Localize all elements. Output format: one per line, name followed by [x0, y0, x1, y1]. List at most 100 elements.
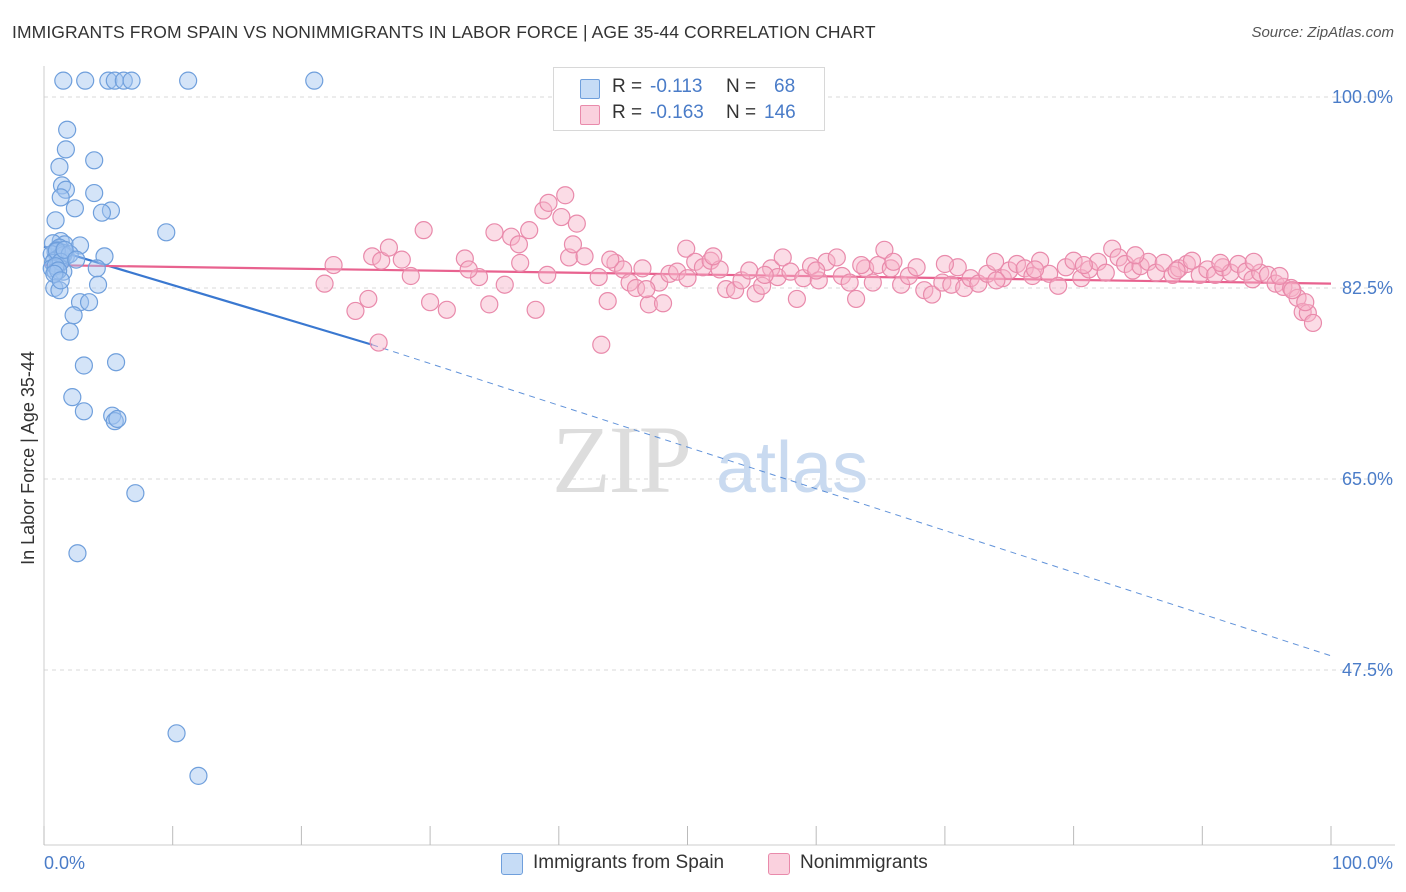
point-nonimmigrants — [987, 271, 1006, 290]
legend-r-value: -0.163 — [650, 102, 704, 123]
point-immigrants-from-spain — [56, 140, 75, 159]
point-immigrants-from-spain — [64, 306, 83, 325]
point-immigrants-from-spain — [99, 71, 118, 90]
watermark-atlas: atlas — [716, 428, 868, 508]
y-tick-label: 65.0% — [1342, 469, 1393, 489]
point-nonimmigrants — [359, 289, 378, 309]
point-nonimmigrants — [437, 300, 456, 319]
point-nonimmigrants — [1182, 251, 1202, 270]
point-immigrants-from-spain — [85, 183, 104, 203]
point-immigrants-from-spain — [167, 724, 186, 743]
point-nonimmigrants — [520, 221, 539, 240]
point-nonimmigrants — [480, 295, 499, 314]
legend-n-label: N = — [726, 76, 757, 97]
point-nonimmigrants — [1096, 263, 1115, 282]
point-nonimmigrants — [592, 335, 611, 354]
point-immigrants-from-spain — [65, 199, 84, 218]
watermark: ZIP atlas — [552, 406, 868, 513]
point-nonimmigrants — [787, 289, 806, 309]
point-immigrants-from-spain — [122, 71, 141, 90]
point-nonimmigrants — [556, 186, 575, 205]
point-nonimmigrants — [363, 247, 382, 266]
point-nonimmigrants — [1229, 254, 1248, 274]
legend-n-value: 146 — [764, 102, 796, 123]
point-nonimmigrants — [379, 238, 399, 257]
point-nonimmigrants — [601, 250, 620, 269]
point-immigrants-from-spain — [74, 402, 93, 421]
trend-line-immigrants-from-spain-extended — [372, 344, 1332, 657]
point-immigrants-from-spain — [126, 484, 145, 503]
point-nonimmigrants — [637, 279, 656, 299]
point-immigrants-from-spain — [63, 388, 82, 407]
point-nonimmigrants — [1206, 265, 1225, 285]
point-immigrants-from-spain — [92, 203, 112, 222]
point-nonimmigrants — [1126, 246, 1145, 265]
bottom-legend-swatch-blue — [501, 853, 523, 875]
bottom-legend-label: Nonimmigrants — [800, 852, 928, 873]
point-immigrants-from-spain — [50, 157, 69, 176]
point-nonimmigrants — [324, 255, 343, 275]
point-nonimmigrants — [1298, 304, 1317, 323]
point-nonimmigrants — [935, 254, 955, 274]
point-nonimmigrants — [740, 261, 759, 280]
point-nonimmigrants — [509, 235, 529, 254]
bottom-legend-label: Immigrants from Spain — [533, 852, 725, 873]
point-nonimmigrants — [485, 223, 504, 242]
legend-r-value: -0.113 — [650, 76, 703, 97]
point-nonimmigrants — [840, 273, 859, 292]
point-nonimmigrants — [1049, 276, 1068, 295]
y-tick-label: 47.5% — [1342, 660, 1393, 680]
point-nonimmigrants — [907, 258, 926, 277]
point-nonimmigrants — [732, 271, 751, 290]
y-tick-labels: 100.0% 82.5% 65.0% 47.5% — [1332, 87, 1393, 680]
point-immigrants-from-spain — [55, 240, 74, 259]
point-immigrants-from-spain — [58, 120, 77, 139]
point-nonimmigrants — [401, 266, 420, 286]
point-nonimmigrants — [563, 235, 583, 254]
point-nonimmigrants — [1283, 281, 1302, 300]
point-immigrants-from-spain — [157, 223, 176, 242]
point-immigrants-from-spain — [108, 409, 127, 429]
point-immigrants-from-spain — [85, 151, 104, 170]
x-tick-label: 0.0% — [44, 853, 85, 873]
point-nonimmigrants — [726, 281, 745, 300]
point-immigrants-from-spain — [105, 412, 124, 431]
point-immigrants-from-spain — [46, 211, 65, 230]
point-nonimmigrants — [1296, 293, 1315, 312]
point-immigrants-from-spain — [51, 271, 70, 290]
point-immigrants-from-spain — [60, 322, 79, 341]
legend-swatch-pink — [580, 105, 600, 125]
point-nonimmigrants — [1244, 252, 1263, 271]
point-nonimmigrants — [746, 284, 765, 303]
points-nonimmigrants — [315, 186, 1323, 354]
point-nonimmigrants — [369, 333, 388, 352]
point-nonimmigrants — [710, 260, 729, 279]
point-nonimmigrants — [1303, 313, 1323, 333]
point-nonimmigrants — [1074, 255, 1093, 275]
point-nonimmigrants — [502, 227, 521, 246]
point-nonimmigrants — [678, 269, 697, 288]
point-nonimmigrants — [315, 274, 334, 293]
point-nonimmigrants — [773, 248, 792, 267]
point-nonimmigrants — [567, 214, 586, 233]
point-nonimmigrants — [539, 193, 558, 212]
point-immigrants-from-spain — [50, 281, 69, 300]
point-nonimmigrants — [985, 252, 1005, 271]
point-nonimmigrants — [1025, 260, 1045, 279]
axes — [43, 66, 1395, 846]
gridlines — [44, 96, 1395, 671]
points-immigrants-from-spain — [42, 71, 324, 785]
x-tick-labels: 0.0% 100.0% — [44, 853, 1393, 873]
point-nonimmigrants — [633, 259, 652, 278]
point-nonimmigrants — [827, 248, 846, 267]
point-nonimmigrants — [1236, 262, 1256, 281]
legend-row-nonimmigrants: R = -0.163 N = 146 — [554, 102, 822, 128]
point-nonimmigrants — [598, 291, 617, 311]
point-nonimmigrants — [414, 221, 433, 240]
point-nonimmigrants — [1167, 261, 1186, 280]
point-immigrants-from-spain — [87, 259, 106, 278]
point-nonimmigrants — [589, 267, 608, 287]
point-nonimmigrants — [922, 285, 942, 304]
point-immigrants-from-spain — [54, 71, 73, 90]
